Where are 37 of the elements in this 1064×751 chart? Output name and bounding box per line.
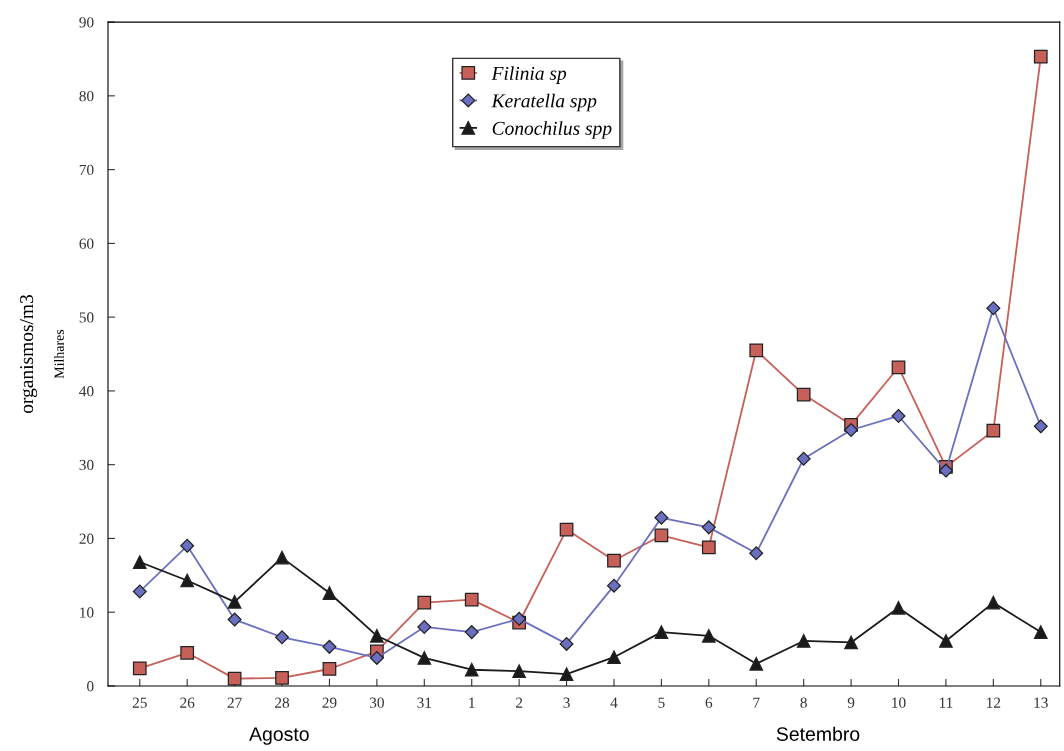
x-tick-label: 12 <box>987 697 1001 708</box>
y-tick-label: 90 <box>79 17 94 28</box>
x-tick-label: 30 <box>369 697 384 708</box>
x-tick-label: 6 <box>705 697 713 708</box>
x-tick-label: 13 <box>1034 697 1048 708</box>
x-tick-label: 3 <box>563 697 570 708</box>
x-tick-label: 9 <box>847 697 855 708</box>
x-tick-label: 1 <box>469 697 475 708</box>
text: Setembro <box>776 726 860 741</box>
x-tick-label: 27 <box>227 697 242 708</box>
y-tick-label: 30 <box>79 459 94 471</box>
x-tick-label: 8 <box>800 697 807 708</box>
x-tick-label: 31 <box>417 697 432 708</box>
x-tick-label: 28 <box>275 697 290 708</box>
x-tick-label: 4 <box>610 697 618 708</box>
text: Agosto <box>249 727 309 745</box>
y-axis-title: organismos/m3 <box>20 295 38 414</box>
x-tick-label: 11 <box>939 697 953 708</box>
legend-label: Keratella spp <box>491 93 597 112</box>
legend-label: Conochilus spp <box>492 121 612 139</box>
x-tick-label: 10 <box>892 697 906 708</box>
y-tick-label: 60 <box>79 238 94 249</box>
x-tick-label: 26 <box>180 697 195 708</box>
x-tick-label: 29 <box>322 697 337 708</box>
y-tick-label: 80 <box>79 90 94 102</box>
x-tick-label: 5 <box>658 697 665 708</box>
y-tick-label: 40 <box>79 386 94 397</box>
y-tick-label: 20 <box>79 533 94 544</box>
text: Milhares <box>54 329 64 379</box>
y-tick-label: 70 <box>79 164 94 176</box>
x-tick-label: 25 <box>132 697 147 708</box>
y-tick-label: 50 <box>79 312 94 323</box>
y-tick-label: 0 <box>87 681 94 692</box>
x-tick-label: 2 <box>515 697 523 708</box>
legend-label: Filinia sp <box>491 66 567 84</box>
y-tick-label: 10 <box>80 607 94 618</box>
x-tick-label: 7 <box>753 697 760 708</box>
